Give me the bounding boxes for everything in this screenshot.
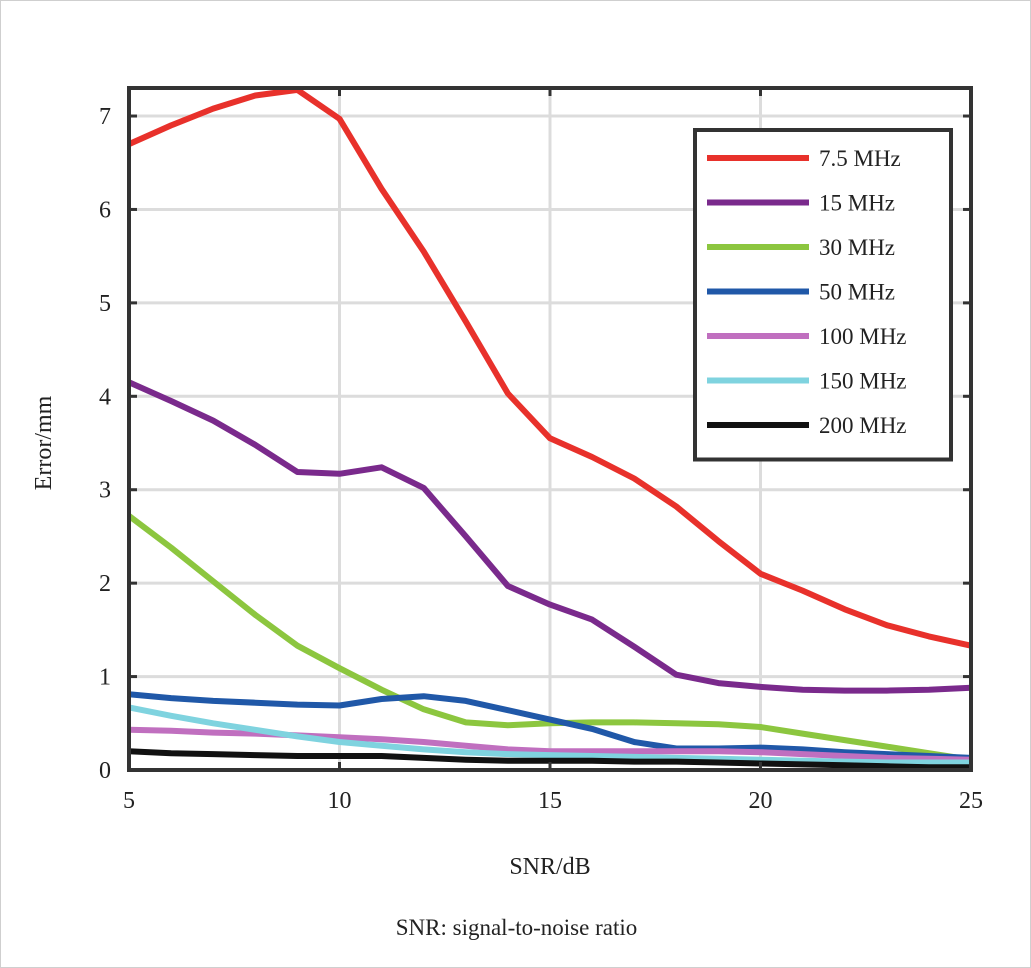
y-axis-label: Error/mm (31, 395, 57, 490)
series-line-50-mhz (128, 691, 972, 761)
legend-label: 150 MHz (819, 369, 907, 394)
series-line-30-mhz (127, 513, 972, 763)
legend-label: 15 MHz (819, 191, 895, 216)
series-line-200-mhz (128, 748, 971, 771)
x-axis-label: SNR/dB (509, 854, 590, 880)
series-lines (127, 86, 972, 771)
legend-label: 200 MHz (819, 413, 907, 438)
legend: 7.5 MHz 15 MHz 30 MHz 50 MHz 100 MHz 150 MHz 2… (693, 128, 953, 462)
y-tick-label: 3 (99, 478, 111, 504)
tick-labels: 5 10 15 20 25 0 1 2 3 4 5 6 7 (99, 104, 983, 814)
series-line-7-5-mhz (127, 86, 972, 649)
x-tick-label: 10 (328, 788, 352, 814)
legend-label: 100 MHz (819, 324, 907, 349)
x-tick-label: 15 (538, 788, 562, 814)
y-tick-label: 7 (99, 104, 111, 130)
x-tick-label: 20 (749, 788, 773, 814)
legend-box (693, 128, 953, 462)
legend-label: 30 MHz (819, 235, 895, 260)
x-tick-label: 25 (959, 788, 983, 814)
axis-ticks (127, 88, 973, 772)
y-tick-label: 1 (99, 665, 111, 691)
legend-label: 7.5 MHz (819, 146, 901, 171)
figure-caption: SNR: signal-to-noise ratio (395, 915, 638, 940)
y-tick-label: 5 (99, 291, 111, 317)
line-chart: 5 10 15 20 25 0 1 2 3 4 5 6 7 SNR/dB Error/mm 7.5 MH… (31, 86, 983, 880)
y-tick-label: 2 (99, 571, 111, 597)
x-tick-label: 5 (123, 788, 135, 814)
legend-label: 50 MHz (819, 280, 895, 305)
y-tick-label: 6 (99, 197, 111, 223)
y-tick-label: 0 (99, 758, 111, 784)
series-line-150-mhz (128, 704, 971, 766)
y-tick-label: 4 (99, 384, 111, 410)
series-line-15-mhz (127, 379, 972, 694)
